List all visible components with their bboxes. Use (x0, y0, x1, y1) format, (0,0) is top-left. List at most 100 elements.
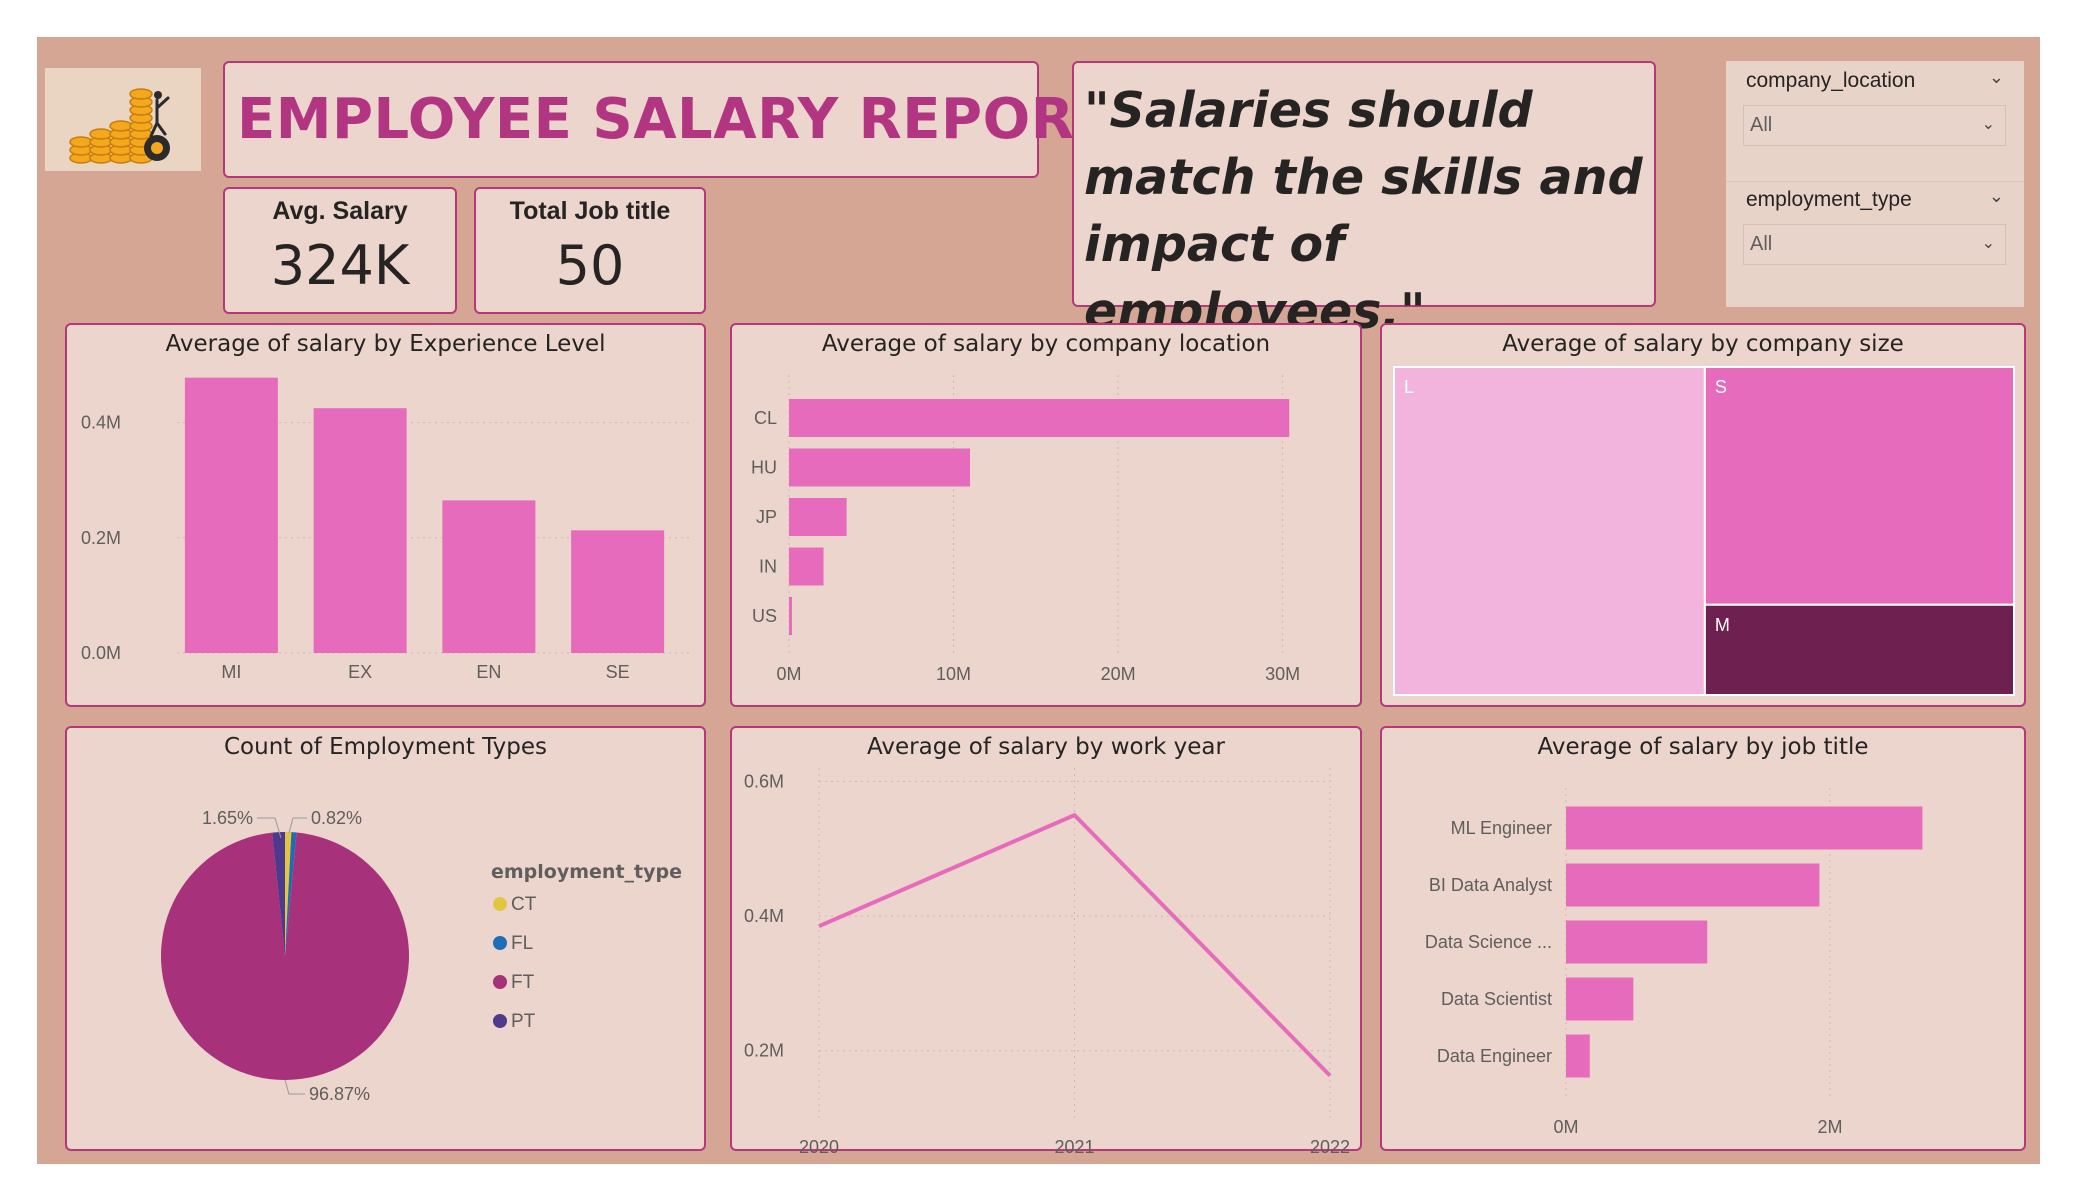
legend-marker-fl (493, 936, 507, 950)
report-title: EMPLOYEE SALARY REPORT (237, 87, 1111, 152)
y-tick-label: CL (754, 408, 777, 428)
bar-job-title (1566, 920, 1708, 964)
company-location-dropdown[interactable]: All ⌄ (1743, 105, 2006, 146)
x-tick-label: 2022 (1310, 1137, 1350, 1153)
bar-cl (789, 399, 1290, 437)
bar-ex (313, 408, 407, 653)
x-tick-label: 2M (1817, 1117, 1842, 1137)
x-tick-label: 10M (936, 664, 971, 684)
kpi-label: Total Job title (509, 197, 671, 225)
bar-hu (789, 448, 970, 487)
slicer-employment-type-label: employment_type (1746, 188, 1912, 211)
legend-title: employment_type (491, 861, 682, 883)
y-tick-label: 0.4M (744, 906, 784, 926)
x-tick-label: EN (476, 662, 501, 682)
quote-card: "Salaries should match the skills and im… (1072, 61, 1656, 340)
y-tick-label: Data Scientist (1441, 989, 1552, 1009)
leader-line (288, 817, 307, 834)
chevron-down-icon: ⌄ (1981, 116, 1995, 133)
chart-company-location: Average of salary by company location 0M… (730, 323, 1362, 707)
x-tick-label: 30M (1265, 664, 1300, 684)
chart-title: Average of salary by Experience Level (165, 331, 606, 357)
employment-types-pie-chart: 1.65% 0.82% 96.87% employment_type CT FL FT PT (161, 808, 682, 1104)
chart-title: Average of salary by job title (1537, 734, 1869, 760)
chart-title: Count of Employment Types (224, 734, 547, 760)
y-tick-label: ML Engineer (1451, 818, 1552, 838)
legend-marker-ct (493, 897, 507, 911)
work-year-line-chart: 0.2M 0.4M 0.6M 2020 2021 2022 (744, 768, 1350, 1153)
bar-in (789, 547, 824, 586)
y-tick-label: 0.2M (744, 1041, 784, 1061)
y-tick-label: JP (756, 507, 777, 527)
y-tick-label: IN (759, 557, 777, 577)
leader-line (257, 817, 282, 839)
x-tick-label: 0M (776, 664, 801, 684)
x-tick-label: 20M (1101, 664, 1136, 684)
y-tick-label: Data Science ... (1425, 932, 1552, 952)
data-label-pt: 1.65% (202, 808, 253, 828)
company-location-value: All (1750, 114, 1773, 136)
kpi-label: Avg. Salary (272, 197, 408, 225)
bar-job-title (1566, 977, 1634, 1021)
bar-en (442, 500, 536, 653)
report-canvas: EMPLOYEE SALARY REPORT Avg. Salary 324K … (37, 37, 2040, 1164)
chart-experience-level: Average of salary by Experience Level 0.… (65, 323, 706, 707)
pie-slice-ct (285, 832, 292, 956)
legend-label: PT (511, 1011, 536, 1032)
kpi-avg-salary: Avg. Salary 324K (223, 187, 457, 314)
legend-marker-ft (493, 975, 507, 989)
y-tick-label: 0.4M (81, 413, 121, 433)
y-tick-label: US (752, 606, 777, 626)
legend-label: CT (511, 894, 537, 915)
chart-title: Average of salary by company location (821, 331, 1271, 357)
data-label-ft: 96.87% (309, 1084, 370, 1104)
y-tick-label: BI Data Analyst (1429, 875, 1552, 895)
x-tick-label: 2021 (1054, 1137, 1094, 1153)
kpi-value: 324K (270, 234, 410, 297)
title-card: EMPLOYEE SALARY REPORT (223, 61, 1110, 178)
treemap-tile-s (1703, 366, 2015, 606)
chevron-down-icon[interactable]: ⌄ (1988, 186, 2004, 207)
treemap-label: S (1715, 377, 1727, 397)
y-tick-label: 0.0M (81, 643, 121, 663)
bar-se (571, 530, 665, 653)
chevron-down-icon: ⌄ (1981, 235, 1995, 252)
x-tick-label: EX (348, 662, 372, 682)
treemap-label: L (1404, 377, 1414, 397)
bar-us (789, 597, 792, 635)
company-size-treemap: L S M (1393, 366, 2015, 697)
employment-type-value: All (1750, 233, 1773, 255)
bar-mi (184, 377, 278, 653)
x-tick-label: 2020 (799, 1137, 839, 1153)
data-label-ct: 0.82% (311, 808, 362, 828)
pie-slice-pt (272, 832, 285, 956)
legend-label: FT (511, 972, 535, 993)
chart-job-title: Average of salary by job title 0M 2M ML En… (1380, 726, 2026, 1151)
y-tick-label: Data Engineer (1437, 1046, 1552, 1066)
bar-jp (789, 498, 847, 536)
chart-employment-types: Count of Employment Types 1.65% 0.82% 96.8… (65, 726, 706, 1151)
legend-label: FL (511, 933, 533, 954)
x-tick-label: MI (221, 662, 241, 682)
bar-job-title (1566, 806, 1923, 850)
logo (45, 68, 201, 171)
y-tick-label: 0.2M (81, 528, 121, 548)
leader-line (284, 1079, 305, 1095)
bar-job-title (1566, 1034, 1590, 1078)
company-location-bar-chart: 0M 10M 20M 30M CL HU JP IN US (751, 375, 1300, 684)
job-title-bar-chart: 0M 2M ML Engineer BI Data Analyst Data Scien… (1425, 788, 1923, 1137)
slicer-panel: company_location ⌄ All ⌄ employment_type… (1726, 61, 2024, 307)
pie-slice-ft (161, 832, 409, 1080)
x-tick-label: SE (606, 662, 630, 682)
x-tick-label: 0M (1553, 1117, 1578, 1137)
experience-level-bar-chart: 0.0M 0.2M 0.4M MI EX EN SE (81, 377, 692, 682)
chevron-down-icon[interactable]: ⌄ (1988, 67, 2004, 88)
y-tick-label: HU (751, 458, 777, 478)
slicer-company-location-label: company_location (1746, 69, 1916, 92)
chart-title: Average of salary by work year (867, 734, 1225, 760)
chart-title: Average of salary by company size (1502, 331, 1904, 357)
kpi-total-job-title: Total Job title 50 (474, 187, 706, 314)
treemap-tile-l (1393, 366, 1706, 696)
line-series (818, 813, 1332, 1077)
employment-type-dropdown[interactable]: All ⌄ (1743, 224, 2006, 265)
